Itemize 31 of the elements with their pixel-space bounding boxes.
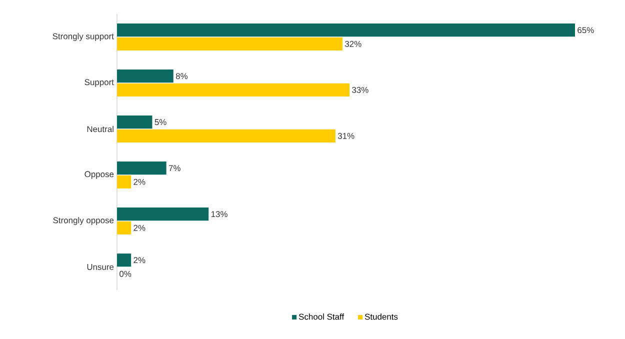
data-label: 65% [578,27,594,34]
bar [117,83,350,96]
bar [117,254,132,267]
legend-label: School Staff [298,314,344,320]
y-tick-label: Support [84,79,114,87]
bar [117,221,132,234]
bar [117,24,575,37]
data-label: 2% [134,224,146,231]
data-label: 2% [134,178,146,185]
bar [117,70,174,83]
bar [117,208,209,221]
data-label: 0% [120,270,132,277]
y-tick-label: Neutral [87,126,114,132]
bar [117,37,342,50]
data-label: 33% [352,86,368,93]
y-tick-label: Strongly oppose [53,217,114,225]
y-tick-label: Oppose [84,171,114,179]
bar [117,116,152,129]
data-label: 13% [211,211,228,218]
data-label: 5% [154,119,166,126]
data-label: 32% [344,40,362,47]
legend-label: Students [364,314,398,320]
y-tick-label: Unsure [87,264,114,270]
data-label: 31% [338,132,354,139]
bar [117,129,336,142]
bar [117,175,132,188]
y-tick-label: Strongly support [52,33,114,41]
data-label: 8% [176,73,188,80]
bar [117,162,166,175]
data-label: 2% [134,257,146,264]
data-label: 7% [168,165,180,172]
